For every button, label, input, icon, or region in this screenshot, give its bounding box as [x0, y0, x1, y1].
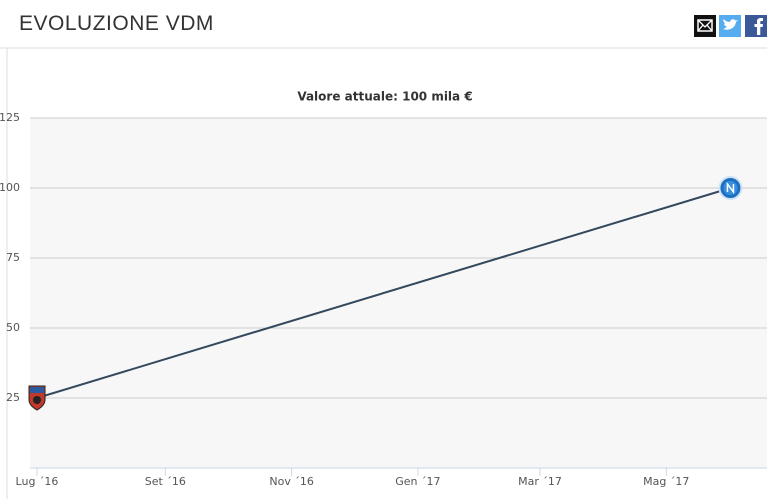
y-tick-label: 25	[6, 391, 20, 404]
club-badge	[718, 176, 743, 200]
x-tick-label: Gen ´17	[395, 475, 440, 488]
share-mail[interactable]	[694, 15, 716, 37]
mail-glyph	[697, 19, 713, 32]
y-tick-label: 75	[6, 251, 20, 264]
y-tick-label: 100	[0, 181, 20, 194]
share-facebook[interactable]	[745, 15, 767, 37]
share-twitter[interactable]	[719, 15, 741, 37]
badge-top	[30, 387, 44, 393]
badge-letter	[726, 181, 735, 195]
mail-glyph	[697, 19, 713, 32]
badge-center	[33, 396, 41, 404]
section-title: EVOLUZIONE VDM	[19, 12, 214, 35]
data-line	[36, 187, 731, 399]
chart-subtitle: Valore attuale: 100 mila €	[297, 90, 472, 104]
twitter-glyph	[723, 19, 738, 30]
y-tick-label: 50	[6, 321, 20, 334]
x-tick-label: Mar ´17	[518, 475, 562, 488]
y-tick-label: 125	[0, 111, 20, 124]
x-tick-label: Mag ´17	[643, 475, 689, 488]
x-tick-label: Lug ´16	[16, 475, 59, 488]
plot-area	[30, 118, 767, 468]
club-badge	[28, 385, 46, 411]
x-tick-label: Nov ´16	[269, 475, 313, 488]
x-tick-label: Set ´16	[145, 475, 186, 488]
facebook-glyph	[754, 18, 763, 35]
